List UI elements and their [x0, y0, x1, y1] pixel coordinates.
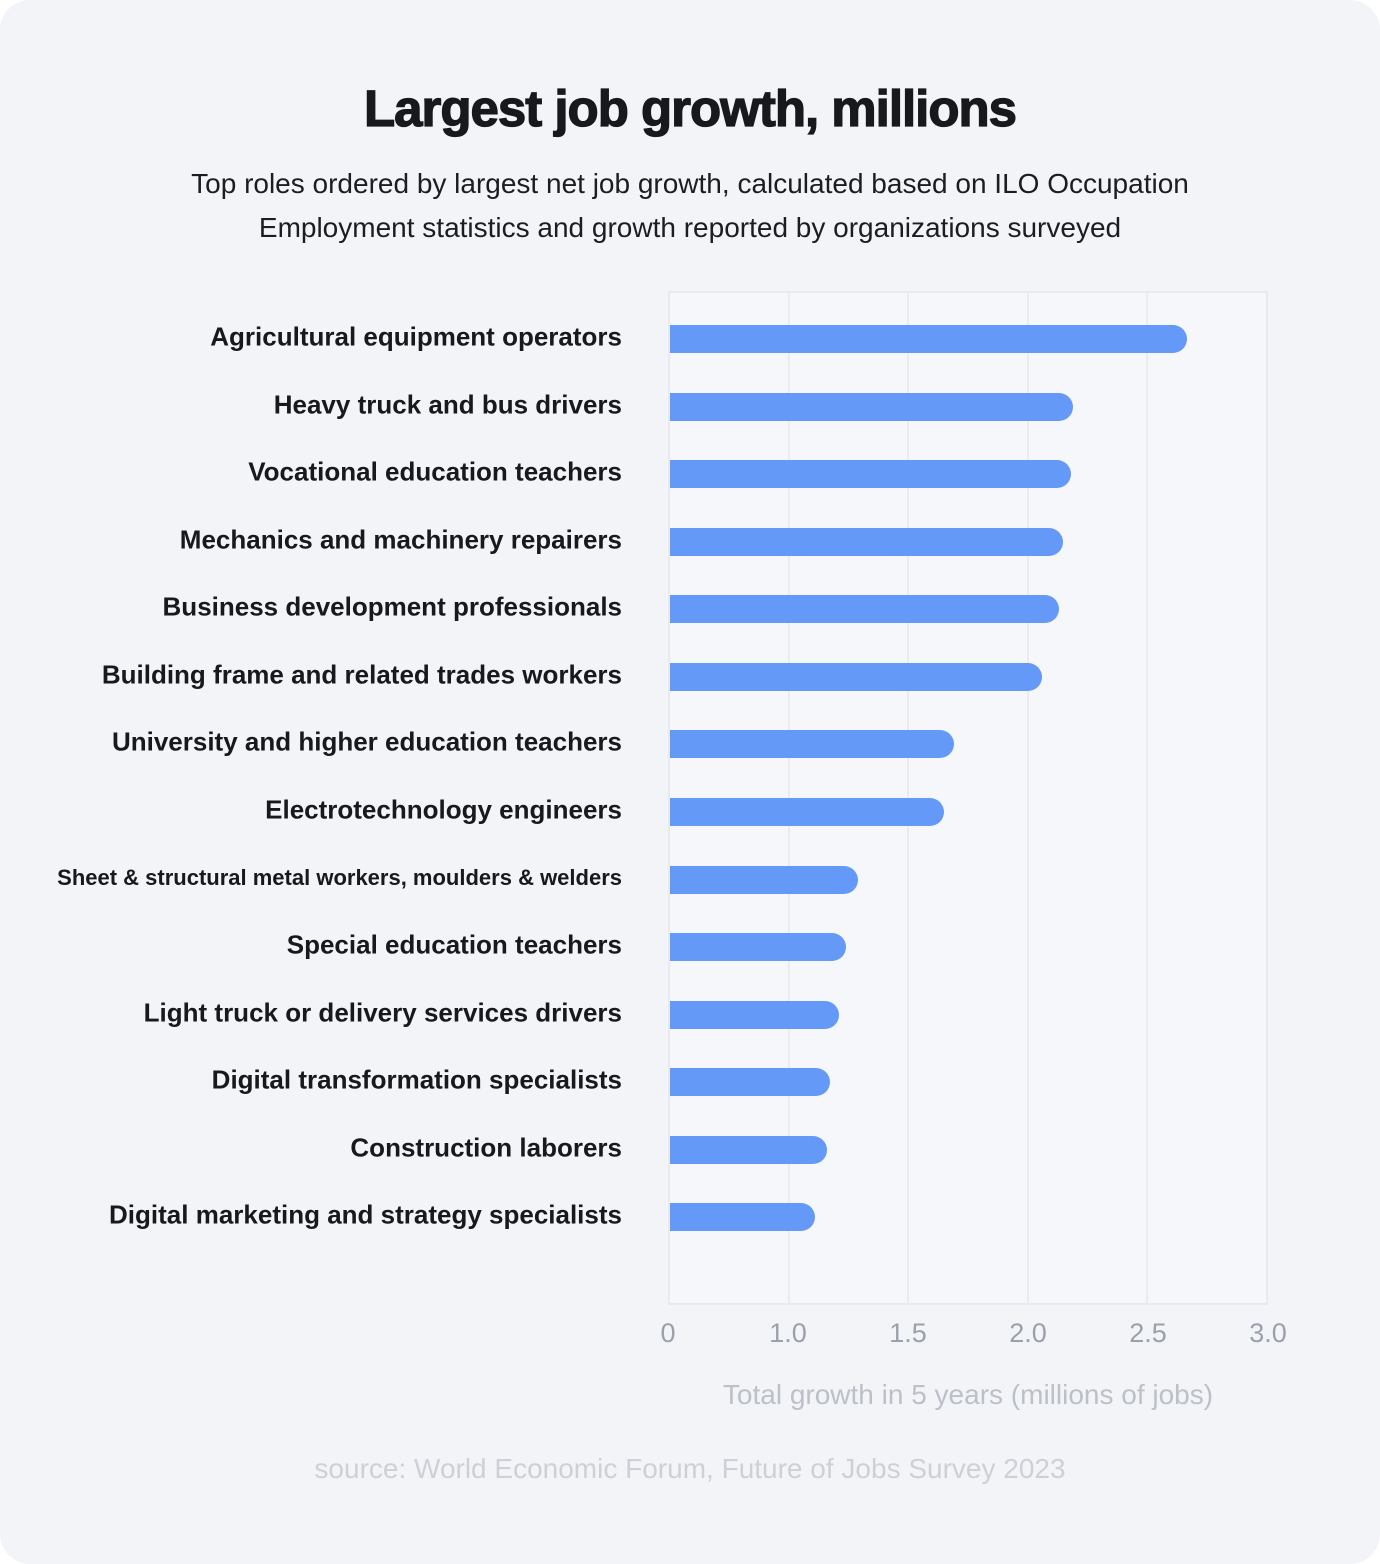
bar	[670, 797, 945, 826]
plot-area	[668, 291, 1268, 1305]
x-axis-ticks: 0 1.0 1.5 2.0 2.5 3.0	[660, 1305, 1286, 1348]
category-label: Digital marketing and strategy specialis…	[109, 1199, 622, 1230]
category-label: Light truck or delivery services drivers	[143, 997, 622, 1028]
bar	[670, 460, 1071, 489]
x-axis-title: Total growth in 5 years (millions of job…	[722, 1379, 1214, 1410]
category-label-column: Agricultural equipment operators Heavy tr…	[0, 291, 622, 1305]
bar	[670, 595, 1059, 624]
category-label: Vocational education teachers	[248, 456, 622, 487]
bar	[670, 865, 859, 894]
bar	[670, 392, 1073, 421]
category-label: Mechanics and machinery repairers	[179, 524, 622, 555]
x-tick-label: 3.0	[1249, 1318, 1287, 1348]
x-tick-label: 2.5	[1129, 1318, 1167, 1348]
chart-subtitle-line-2: Employment statistics and growth reporte…	[258, 212, 1122, 243]
category-label: Special education teachers	[286, 929, 622, 960]
gridline	[1026, 293, 1029, 1303]
bar	[670, 662, 1042, 691]
category-label: Sheet & structural metal workers, moulde…	[57, 864, 622, 890]
category-label: Electrotechnology engineers	[265, 794, 622, 825]
category-label: Heavy truck and bus drivers	[273, 389, 622, 420]
source-note: source: World Economic Forum, Future of …	[314, 1453, 1066, 1484]
category-label: Business development professionals	[162, 591, 622, 622]
x-tick-label: 2.0	[1009, 1318, 1047, 1348]
x-tick-label: 0	[660, 1318, 676, 1348]
bar	[670, 1000, 840, 1029]
chart-title: Largest job growth, millions	[363, 79, 1017, 137]
category-label: University and higher education teachers	[111, 726, 622, 757]
bar	[670, 325, 1188, 353]
chart-subtitle-line-1: Top roles ordered by largest net job gro…	[191, 168, 1189, 199]
bar	[670, 527, 1064, 556]
chart-subtitle: Top roles ordered by largest net job gro…	[70, 162, 1310, 250]
bar	[670, 1135, 828, 1164]
bar	[670, 1203, 816, 1232]
bar	[670, 933, 847, 962]
category-label: Digital transformation specialists	[211, 1064, 622, 1095]
bar	[670, 730, 954, 759]
category-label: Construction laborers	[350, 1132, 622, 1163]
x-tick-label: 1.0	[769, 1318, 807, 1348]
gridline	[1145, 293, 1148, 1303]
category-label: Agricultural equipment operators	[210, 321, 622, 352]
category-label: Building frame and related trades worker…	[101, 659, 622, 690]
x-tick-label: 1.5	[889, 1318, 927, 1348]
bar	[670, 1068, 830, 1097]
